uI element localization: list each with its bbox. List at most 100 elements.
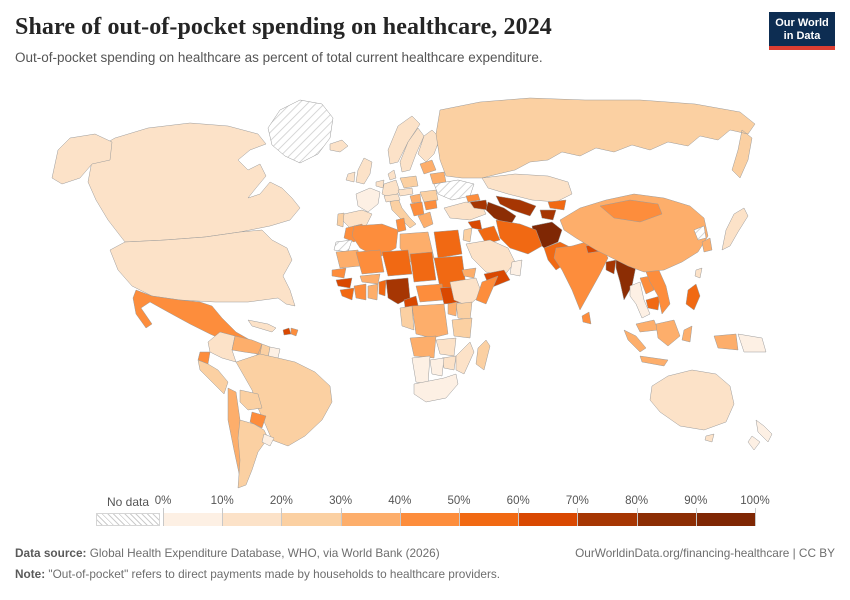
map-region-vietnam[interactable] <box>645 267 671 315</box>
map-region-jordan-israel[interactable] <box>462 227 473 243</box>
map-region-zambia[interactable] <box>435 337 457 357</box>
map-region-eritrea-djibouti[interactable] <box>461 267 477 279</box>
legend-bin-20-30%[interactable] <box>281 513 341 526</box>
map-region-switzerland-austria[interactable] <box>383 193 401 203</box>
map-region-iran[interactable] <box>495 219 543 255</box>
map-region-venezuela[interactable] <box>231 335 263 355</box>
legend-bin-50-60%[interactable] <box>459 513 519 526</box>
map-region-benelux[interactable] <box>375 179 385 189</box>
legend-bin-30-40%[interactable] <box>340 513 400 526</box>
owid-link[interactable]: OurWorldinData.org/financing-healthcare … <box>575 546 835 560</box>
map-region-georgia[interactable] <box>465 193 481 203</box>
map-region-greenland[interactable] <box>267 99 334 164</box>
map-region-romania[interactable] <box>419 189 439 203</box>
map-region-south-africa[interactable] <box>413 373 459 403</box>
map-region-uruguay[interactable] <box>261 433 275 447</box>
map-region-kyrgyzstan[interactable] <box>547 199 567 211</box>
map-region-norway[interactable] <box>387 115 421 165</box>
map-region-ireland[interactable] <box>345 171 356 183</box>
map-region-new-zealand[interactable] <box>747 419 773 451</box>
map-region-mongolia[interactable] <box>599 199 663 223</box>
map-region-taiwan[interactable] <box>694 267 703 279</box>
map-region-burkina-faso[interactable] <box>359 273 381 285</box>
map-region-oman[interactable] <box>509 259 523 277</box>
map-region-malaysia[interactable] <box>635 319 659 333</box>
map-region-indonesia-java[interactable] <box>639 355 669 367</box>
map-region-bulgaria[interactable] <box>423 199 438 211</box>
legend-bin-80-90%[interactable] <box>636 513 696 526</box>
map-region-peru[interactable] <box>197 359 229 395</box>
map-region-guinea[interactable] <box>335 277 353 289</box>
map-region-uzbekistan[interactable] <box>495 195 537 217</box>
map-region-cambodia[interactable] <box>645 295 661 311</box>
map-region-bangladesh[interactable] <box>605 259 617 275</box>
map-region-kazakhstan[interactable] <box>481 173 573 203</box>
map-region-bolivia[interactable] <box>239 389 263 411</box>
map-region-haiti[interactable] <box>282 327 292 336</box>
map-region-sri-lanka[interactable] <box>581 311 592 325</box>
map-region-madagascar[interactable] <box>475 339 491 371</box>
map-region-egypt[interactable] <box>433 229 463 259</box>
map-region-alaska[interactable] <box>51 133 113 185</box>
map-region-dr-congo[interactable] <box>411 303 449 339</box>
map-region-canada[interactable] <box>87 122 301 243</box>
map-region-italy[interactable] <box>389 197 417 229</box>
map-region-ethiopia[interactable] <box>449 277 483 307</box>
map-region-serbia-balkans[interactable] <box>409 201 425 217</box>
map-region-hungary[interactable] <box>409 193 422 204</box>
map-region-argentina[interactable] <box>237 419 269 489</box>
no-data-swatch[interactable] <box>96 513 160 526</box>
map-region-china[interactable] <box>559 193 709 273</box>
map-region-west-papua[interactable] <box>713 333 739 351</box>
legend-bin-40-50%[interactable] <box>399 513 460 526</box>
map-region-greece[interactable] <box>417 211 434 229</box>
owid-logo[interactable]: Our World in Data <box>769 12 835 50</box>
map-region-russia[interactable] <box>435 97 756 179</box>
map-region-colombia[interactable] <box>207 331 237 363</box>
map-region-botswana[interactable] <box>429 357 445 377</box>
map-region-uganda[interactable] <box>447 301 458 317</box>
map-region-japan[interactable] <box>721 207 749 251</box>
legend-bin-90-100%[interactable] <box>695 513 756 526</box>
legend-bin-70-80%[interactable] <box>577 513 637 526</box>
legend-bin-0-10%[interactable] <box>163 513 223 526</box>
map-region-tanzania[interactable] <box>451 317 473 339</box>
map-region-united-kingdom[interactable] <box>355 157 373 185</box>
map-region-congo-gabon[interactable] <box>399 305 415 331</box>
map-region-somalia[interactable] <box>475 275 499 305</box>
map-region-north-korea[interactable] <box>693 225 707 241</box>
map-region-france[interactable] <box>355 187 381 213</box>
map-region-baltic-states[interactable] <box>419 159 437 175</box>
map-region-indonesia-sumatra[interactable] <box>623 329 647 353</box>
map-region-senegal[interactable] <box>331 267 347 279</box>
map-region-ghana[interactable] <box>367 283 379 301</box>
map-region-syria[interactable] <box>467 219 483 231</box>
map-region-niger[interactable] <box>381 249 413 277</box>
map-region-poland[interactable] <box>399 175 419 189</box>
map-region-saudi-arabia[interactable] <box>465 239 516 277</box>
map-region-chad[interactable] <box>409 251 437 283</box>
map-region-iraq[interactable] <box>477 225 501 245</box>
map-region-tunisia[interactable] <box>395 217 407 233</box>
map-region-tajikistan[interactable] <box>539 209 557 221</box>
map-region-papua-new-guinea[interactable] <box>737 333 767 353</box>
map-region-central-african-republic[interactable] <box>415 283 445 303</box>
map-region-kenya[interactable] <box>455 301 473 321</box>
map-region-mozambique[interactable] <box>455 341 475 375</box>
legend-bin-10-20%[interactable] <box>222 513 282 526</box>
map-region-benin-togo[interactable] <box>378 279 387 297</box>
map-region-cuba[interactable] <box>247 319 277 333</box>
map-region-dominican-republic[interactable] <box>290 327 299 337</box>
map-region-iceland[interactable] <box>329 139 349 153</box>
map-region-western-sahara[interactable] <box>333 239 353 253</box>
map-region-portugal[interactable] <box>336 212 345 228</box>
map-region-philippines[interactable] <box>685 283 701 311</box>
map-region-tasmania[interactable] <box>704 433 715 443</box>
map-region-south-korea[interactable] <box>701 237 713 253</box>
map-region-australia[interactable] <box>649 369 735 431</box>
map-region-sulawesi[interactable] <box>681 325 693 343</box>
map-region-mali[interactable] <box>355 249 385 275</box>
map-region-angola[interactable] <box>409 335 437 359</box>
map-region-denmark[interactable] <box>387 169 397 181</box>
map-region-sierra-leone-liberia[interactable] <box>339 287 355 301</box>
